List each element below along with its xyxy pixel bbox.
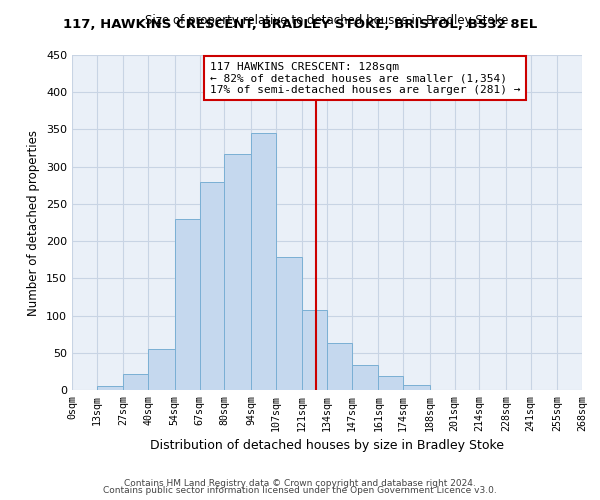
Bar xyxy=(275,258,302,390)
Y-axis label: Number of detached properties: Number of detached properties xyxy=(28,130,40,316)
Text: Contains public sector information licensed under the Open Government Licence v3: Contains public sector information licen… xyxy=(103,486,497,495)
Bar xyxy=(327,343,352,390)
Bar xyxy=(379,376,403,390)
Bar xyxy=(403,385,430,390)
Bar xyxy=(124,374,148,390)
Bar xyxy=(352,366,379,390)
Bar xyxy=(97,386,124,390)
Bar xyxy=(224,154,251,390)
Text: Contains HM Land Registry data © Crown copyright and database right 2024.: Contains HM Land Registry data © Crown c… xyxy=(124,478,476,488)
Bar xyxy=(302,310,327,390)
Text: 117, HAWKINS CRESCENT, BRADLEY STOKE, BRISTOL, BS32 8EL: 117, HAWKINS CRESCENT, BRADLEY STOKE, BR… xyxy=(63,18,537,30)
Bar xyxy=(199,182,224,390)
X-axis label: Distribution of detached houses by size in Bradley Stoke: Distribution of detached houses by size … xyxy=(150,439,504,452)
Bar xyxy=(251,133,275,390)
Bar xyxy=(148,349,175,390)
Bar xyxy=(175,219,199,390)
Text: 117 HAWKINS CRESCENT: 128sqm
← 82% of detached houses are smaller (1,354)
17% of: 117 HAWKINS CRESCENT: 128sqm ← 82% of de… xyxy=(210,62,520,95)
Title: Size of property relative to detached houses in Bradley Stoke: Size of property relative to detached ho… xyxy=(145,14,509,28)
